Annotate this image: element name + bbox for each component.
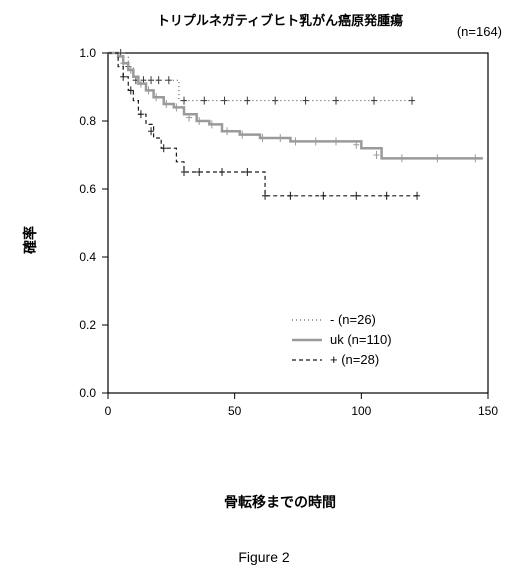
legend: - (n=26) uk (n=110) + (n=28)	[292, 312, 392, 367]
plot-area: 0 50 100 150 0.0 0.2 0.4 0.6 0.8 1.0 - (n=26) uk (n…	[50, 45, 510, 465]
y-axis-label: 確率	[20, 226, 40, 254]
y-tick-label: 0.6	[79, 182, 96, 196]
chart-title: トリプルネガティブヒト乳がん癌原発腫瘍	[50, 10, 510, 29]
y-tick-label: 0.4	[79, 250, 96, 264]
x-axis-label: 骨転移までの時間	[50, 492, 510, 512]
n-total-label: (n=164)	[457, 24, 502, 39]
legend-label: uk (n=110)	[330, 332, 392, 347]
x-tick-label: 100	[351, 404, 371, 418]
y-tick-label: 0.0	[79, 386, 96, 400]
y-tick-label: 1.0	[79, 46, 96, 60]
x-tick-label: 0	[105, 404, 112, 418]
legend-label: + (n=28)	[330, 352, 379, 367]
x-tick-label: 50	[228, 404, 242, 418]
survival-chart: トリプルネガティブヒト乳がん癌原発腫瘍 (n=164) 確率 050100150…	[50, 10, 510, 470]
figure-caption: Figure 2	[0, 549, 528, 565]
legend-label: - (n=26)	[330, 312, 376, 327]
y-tick-label: 0.8	[79, 114, 96, 128]
series-plus	[108, 53, 417, 196]
y-tick-label: 0.2	[79, 318, 96, 332]
x-tick-label: 150	[478, 404, 498, 418]
